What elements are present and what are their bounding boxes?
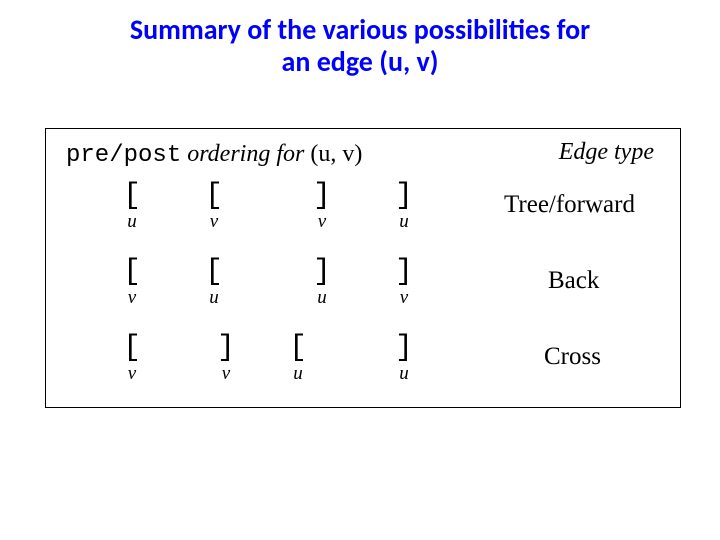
- bracket-glyph: ]: [382, 333, 426, 363]
- bracket-cell: [u: [192, 257, 236, 309]
- bracket-cell: ]u: [382, 333, 426, 385]
- bracket-subscript: v: [300, 211, 344, 233]
- table-row: [v[u]u]vBack: [46, 257, 680, 327]
- edge-type-label: Back: [548, 267, 599, 295]
- bracket-glyph: ]: [300, 181, 344, 211]
- slide-title: Summary of the various possibilities for…: [0, 14, 720, 78]
- title-line2: an edge (u, v): [282, 44, 439, 79]
- bracket-cell: [u: [110, 181, 154, 233]
- table-row: [v]v[u]uCross: [46, 333, 680, 403]
- bracket-subscript: v: [204, 363, 248, 385]
- edge-type-label: Cross: [544, 343, 601, 371]
- bracket-cell: ]v: [382, 257, 426, 309]
- bracket-cell: [v: [192, 181, 236, 233]
- bracket-cell: ]u: [382, 181, 426, 233]
- bracket-cell: ]u: [300, 257, 344, 309]
- bracket-subscript: u: [276, 363, 320, 385]
- bracket-glyph: [: [276, 333, 320, 363]
- bracket-cell: ]v: [300, 181, 344, 233]
- title-line1: Summary of the various possibilities for: [130, 12, 590, 47]
- bracket-subscript: v: [110, 363, 154, 385]
- bracket-glyph: [: [110, 181, 154, 211]
- header-prepost: pre/post: [66, 142, 181, 169]
- bracket-subscript: u: [300, 287, 344, 309]
- bracket-glyph: [: [192, 257, 236, 287]
- edge-type-label: Tree/forward: [504, 191, 635, 219]
- bracket-cell: [u: [276, 333, 320, 385]
- bracket-subscript: u: [110, 211, 154, 233]
- bracket-subscript: v: [110, 287, 154, 309]
- header-uv: (u, v): [310, 141, 362, 167]
- bracket-subscript: u: [192, 287, 236, 309]
- header-right: Edge type: [559, 139, 654, 166]
- bracket-glyph: ]: [382, 181, 426, 211]
- header-ordering: ordering for: [181, 141, 310, 167]
- bracket-subscript: v: [192, 211, 236, 233]
- bracket-cell: ]v: [204, 333, 248, 385]
- header-left: pre/post ordering for (u, v): [66, 139, 362, 169]
- bracket-subscript: u: [382, 363, 426, 385]
- bracket-glyph: [: [110, 257, 154, 287]
- bracket-subscript: u: [382, 211, 426, 233]
- bracket-glyph: [: [192, 181, 236, 211]
- bracket-glyph: [: [110, 333, 154, 363]
- edge-type-table: pre/post ordering for (u, v) Edge type […: [45, 128, 681, 408]
- table-row: [u[v]v]uTree/forward: [46, 181, 680, 251]
- bracket-subscript: v: [382, 287, 426, 309]
- bracket-cell: [v: [110, 257, 154, 309]
- bracket-glyph: ]: [300, 257, 344, 287]
- bracket-glyph: ]: [382, 257, 426, 287]
- bracket-cell: [v: [110, 333, 154, 385]
- bracket-glyph: ]: [204, 333, 248, 363]
